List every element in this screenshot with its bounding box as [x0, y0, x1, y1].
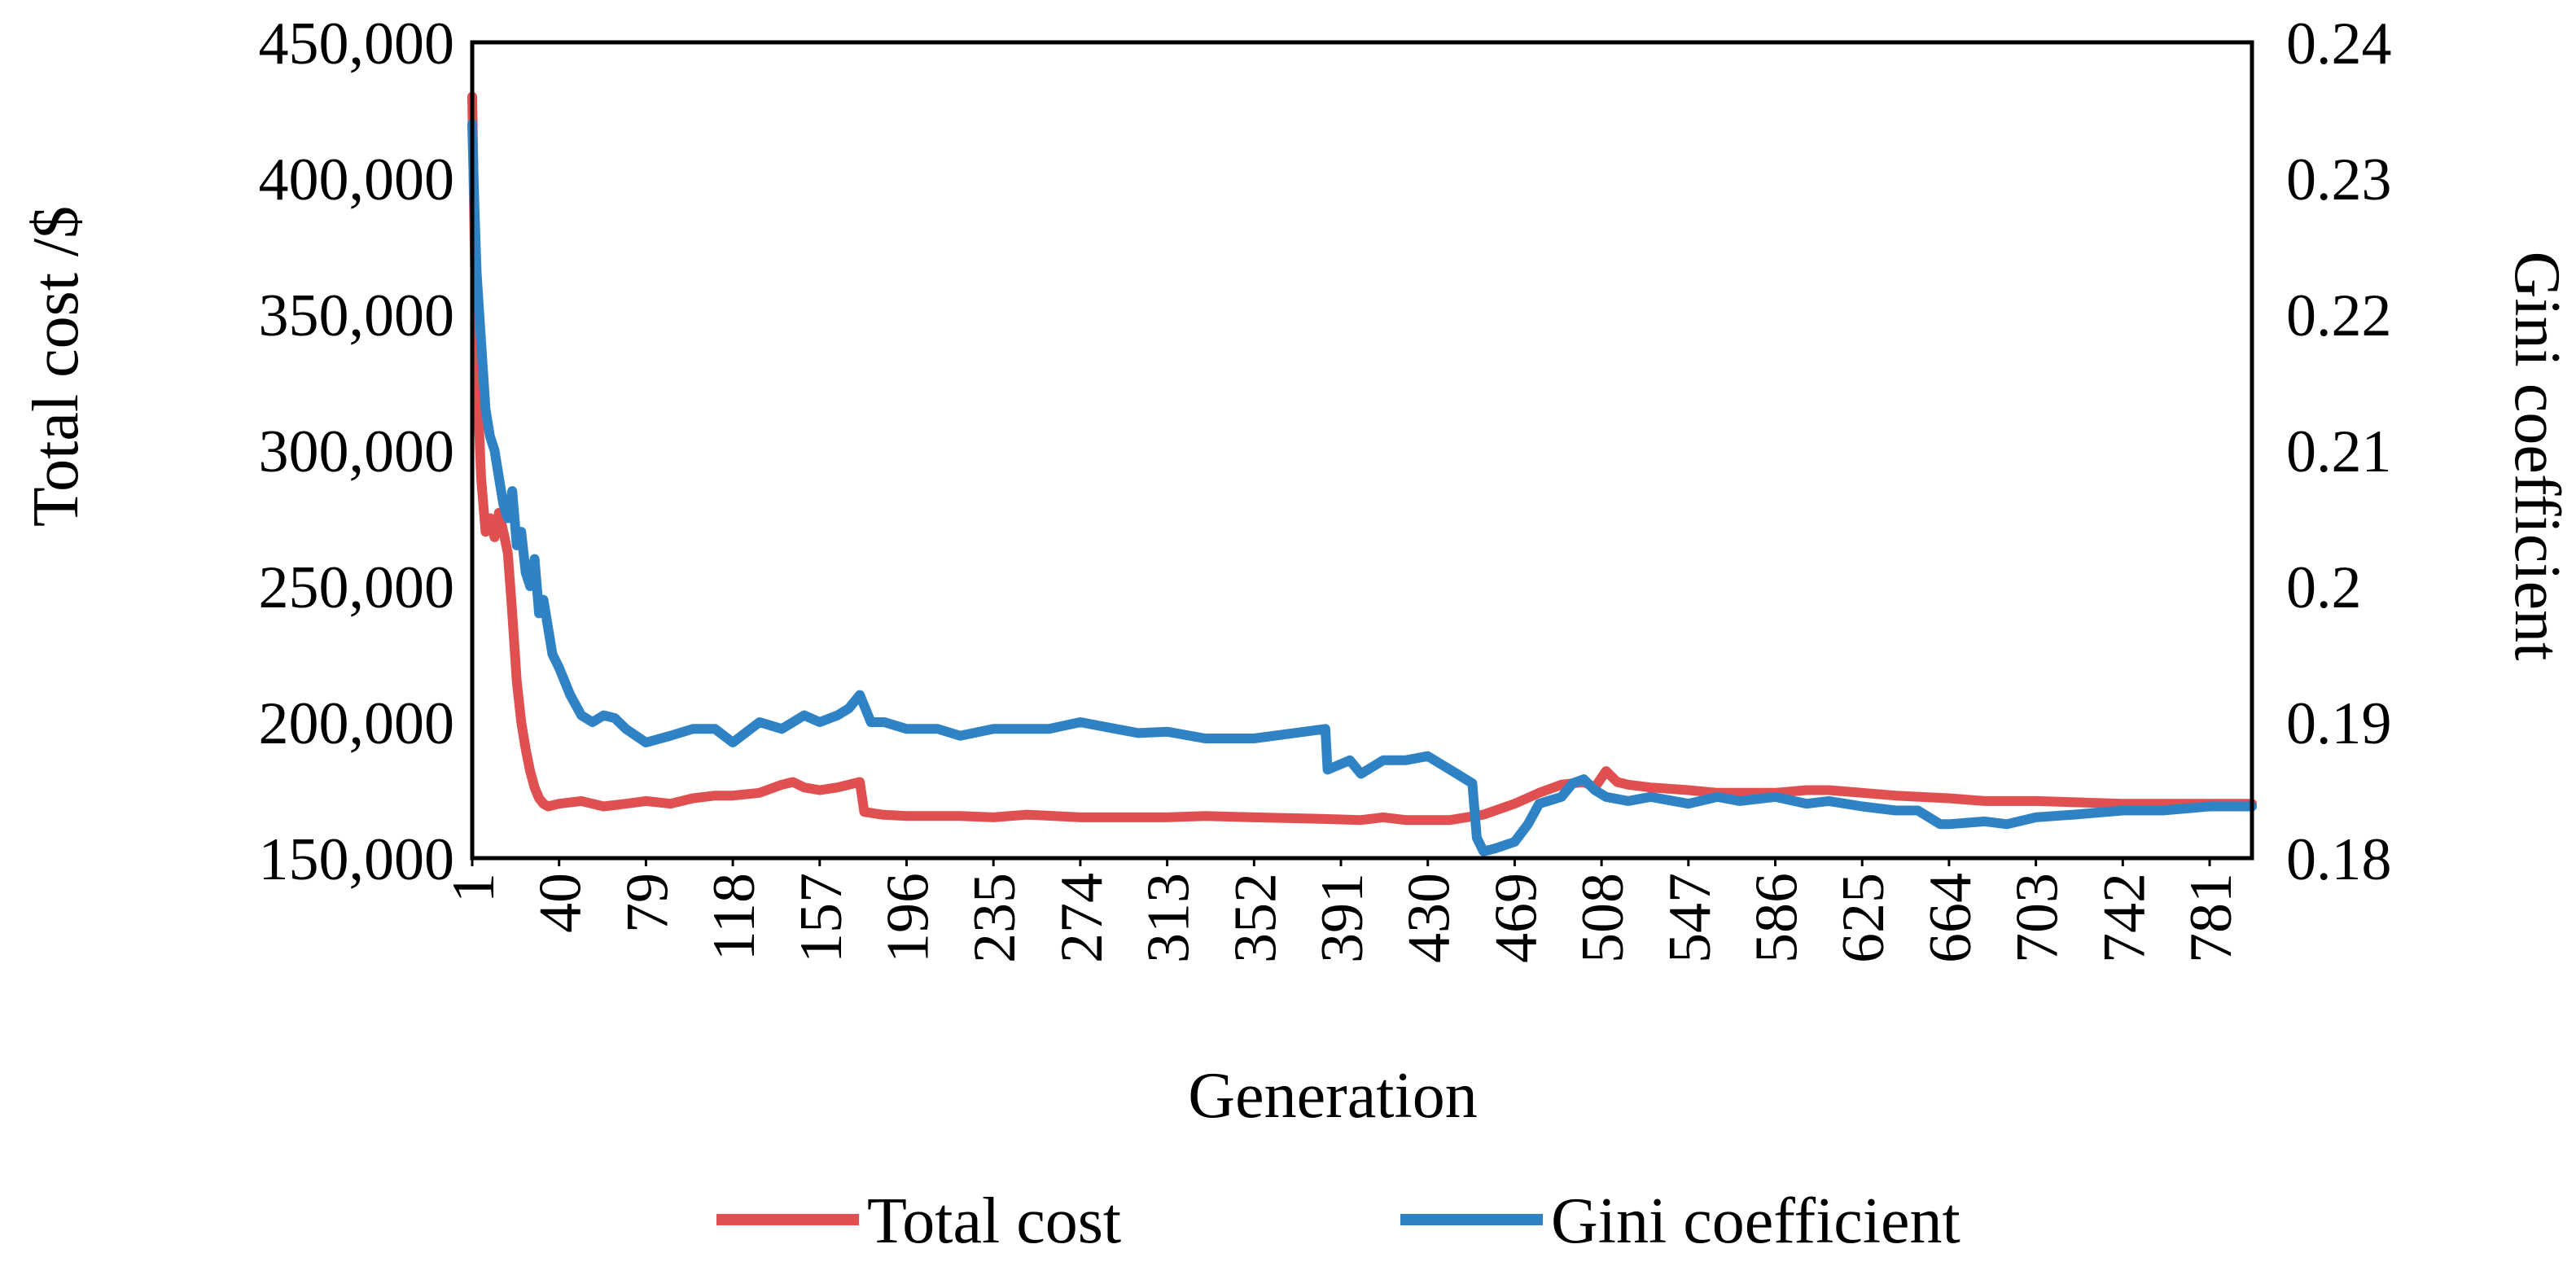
- x-tick-label: 1: [440, 873, 507, 903]
- x-tick-label: 391: [1309, 873, 1376, 963]
- x-tick-label: 742: [2091, 873, 2158, 963]
- x-tick-label: 352: [1222, 873, 1289, 963]
- left-y-tick-label: 450,000: [259, 11, 455, 77]
- right-y-tick-label: 0.18: [2286, 826, 2392, 893]
- left-y-axis-title: Total cost /$: [20, 206, 92, 527]
- x-tick-label: 625: [1830, 873, 1897, 963]
- right-y-tick-label: 0.2: [2286, 554, 2362, 621]
- series-layer: [467, 91, 2257, 856]
- x-tick-label: 313: [1136, 873, 1203, 963]
- left-y-tick-label: 350,000: [259, 283, 455, 349]
- x-axis-title: Generation: [1188, 1060, 1477, 1132]
- right-y-tick-label: 0.23: [2286, 147, 2392, 213]
- x-tick-label: 157: [788, 873, 855, 963]
- x-tick-label: 586: [1744, 873, 1811, 963]
- legend-label-gini-coefficient: Gini coefficient: [1551, 1185, 1960, 1257]
- x-tick-label: 79: [614, 873, 681, 933]
- right-y-axis-ticks: 0.18 0.19 0.2 0.21 0.22 0.23 0.24: [2286, 11, 2392, 893]
- legend: Total cost Gini coefficient: [716, 1185, 1960, 1257]
- x-tick-label: 781: [2178, 873, 2245, 963]
- x-tick-label: 703: [2004, 873, 2071, 963]
- left-y-axis-ticks: 150,000 200,000 250,000 300,000 350,000 400,0…: [259, 11, 455, 893]
- right-y-tick-label: 0.21: [2286, 418, 2392, 485]
- x-tick-label: 547: [1657, 873, 1724, 963]
- series-line-gini-coefficient: [467, 119, 2257, 856]
- x-axis-ticks: 1 40 79 118 157 196 235 274 313 352 391 430 469 508 54…: [440, 858, 2245, 963]
- left-y-tick-label: 400,000: [259, 147, 455, 213]
- x-tick-label: 508: [1570, 873, 1636, 963]
- x-tick-label: 40: [528, 873, 594, 933]
- plot-area-frame: [470, 40, 2254, 861]
- left-y-tick-label: 250,000: [259, 554, 455, 621]
- x-tick-label: 430: [1396, 873, 1463, 963]
- series-line-total-cost: [467, 91, 2257, 826]
- left-y-tick-label: 300,000: [259, 418, 455, 485]
- right-y-tick-label: 0.19: [2286, 690, 2392, 757]
- x-tick-label: 118: [701, 873, 768, 961]
- right-y-tick-label: 0.22: [2286, 283, 2392, 349]
- right-y-axis-title: Gini coefficient: [2501, 252, 2573, 661]
- left-y-tick-label: 200,000: [259, 690, 455, 757]
- right-y-tick-label: 0.24: [2286, 11, 2392, 77]
- x-tick-label: 196: [875, 873, 942, 963]
- x-tick-label: 235: [962, 873, 1028, 963]
- x-tick-label: 664: [1917, 873, 1984, 963]
- legend-label-total-cost: Total cost: [867, 1185, 1121, 1257]
- left-y-tick-label: 150,000: [259, 826, 455, 893]
- x-tick-label: 469: [1483, 873, 1549, 963]
- x-tick-label: 274: [1049, 873, 1115, 963]
